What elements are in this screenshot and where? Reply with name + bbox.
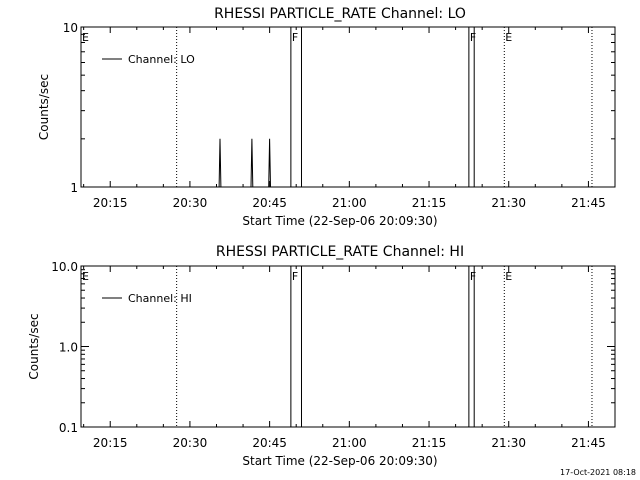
- legend-entry: Channel: LO: [128, 53, 195, 66]
- x-tick-label: 21:15: [412, 196, 447, 210]
- x-tick-label: 21:30: [491, 436, 526, 450]
- event-marker-label: E: [82, 270, 89, 283]
- x-tick-label: 21:45: [571, 436, 606, 450]
- x-tick-label: 21:45: [571, 196, 606, 210]
- x-tick-label: 21:30: [491, 196, 526, 210]
- x-tick-label: 20:45: [252, 196, 287, 210]
- x-axis-label: Start Time (22-Sep-06 20:09:30): [242, 454, 437, 468]
- x-tick-label: 20:15: [93, 196, 128, 210]
- chart-title: RHESSI PARTICLE_RATE Channel: LO: [214, 6, 466, 22]
- legend-entry: Channel: HI: [128, 292, 192, 305]
- event-marker-label: E: [505, 31, 512, 44]
- y-tick-label: 10: [63, 21, 78, 35]
- event-marker-label: F: [470, 270, 476, 283]
- y-axis-label: Counts/sec: [27, 313, 41, 379]
- y-tick-label: 0.1: [59, 421, 78, 435]
- x-tick-label: 20:30: [173, 436, 208, 450]
- event-marker-label: E: [82, 31, 89, 44]
- event-marker-label: F: [470, 31, 476, 44]
- x-tick-label: 21:00: [332, 196, 367, 210]
- plot-frame: [80, 265, 616, 428]
- x-tick-label: 20:15: [93, 436, 128, 450]
- event-marker-label: E: [505, 270, 512, 283]
- chart-title: RHESSI PARTICLE_RATE Channel: HI: [216, 244, 464, 260]
- y-tick-label: 1.0: [59, 341, 78, 355]
- x-axis-label: Start Time (22-Sep-06 20:09:30): [242, 214, 437, 228]
- event-marker-label: F: [292, 31, 298, 44]
- plot-frame: [80, 26, 616, 188]
- y-tick-label: 1: [70, 181, 78, 195]
- x-tick-label: 21:00: [332, 436, 367, 450]
- x-tick-label: 21:15: [412, 436, 447, 450]
- y-tick-label: 10.0: [51, 260, 78, 274]
- series-line-channel-lo: [218, 138, 272, 188]
- y-axis-label: Counts/sec: [37, 74, 51, 140]
- footer-timestamp: 17-Oct-2021 08:18: [560, 468, 636, 477]
- panel-lo: RHESSI PARTICLE_RATE Channel: LO Start Ti…: [37, 6, 616, 228]
- panel-hi: RHESSI PARTICLE_RATE Channel: HI Start Ti…: [27, 244, 616, 468]
- x-tick-label: 20:30: [173, 196, 208, 210]
- x-tick-label: 20:45: [252, 436, 287, 450]
- event-marker-label: F: [292, 270, 298, 283]
